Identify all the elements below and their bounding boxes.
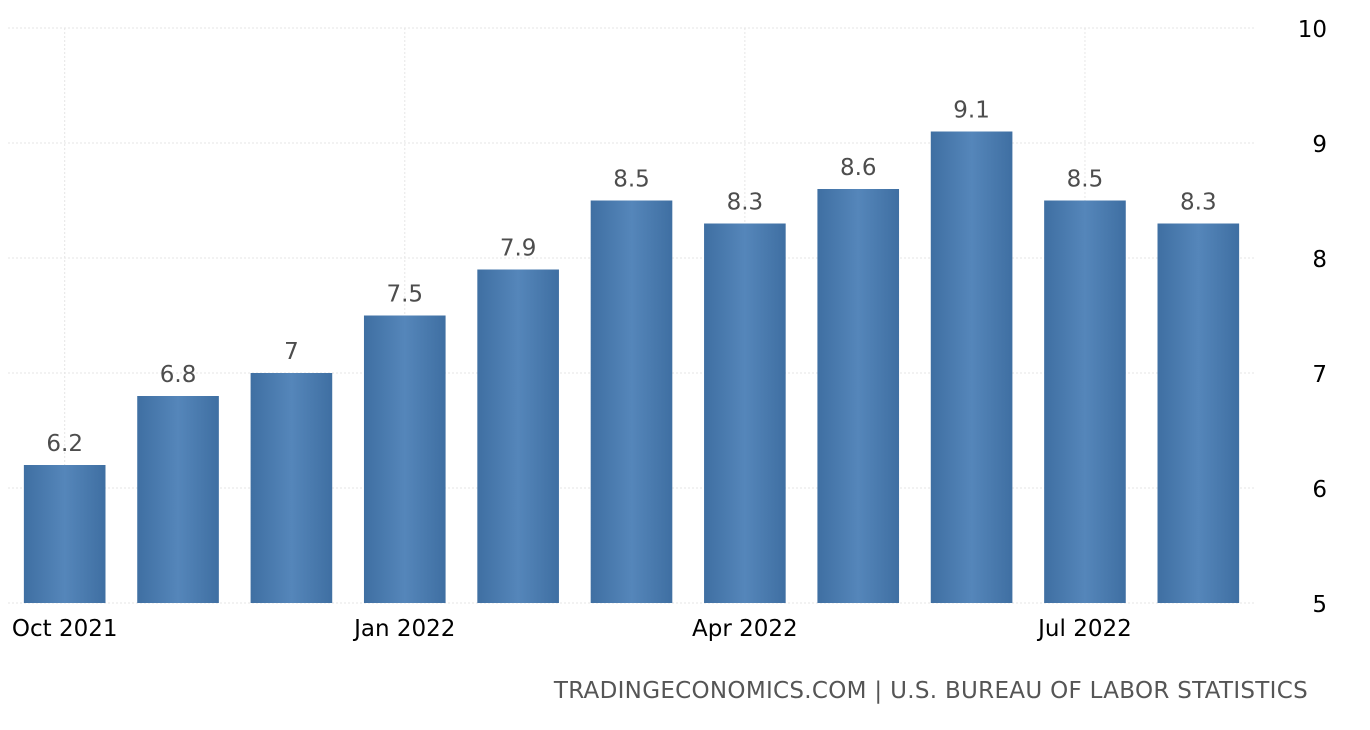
bar[interactable] (930, 131, 1013, 604)
bar-value-label: 7.9 (500, 236, 537, 262)
bar-value-label: 7.5 (386, 282, 423, 308)
y-tick-label: 5 (1312, 592, 1327, 618)
data-labels-layer: 6.2 6.8 7 7.5 7.9 8.5 8.3 8.6 9.1 8.5 8.3 (46, 98, 1216, 458)
y-tick-label: 9 (1312, 132, 1327, 158)
bar-value-label: 8.6 (840, 155, 877, 181)
bar[interactable] (137, 396, 219, 603)
x-tick-label: Jan 2022 (352, 616, 455, 642)
y-axis: 5 6 7 8 9 10 (1298, 17, 1327, 618)
bar[interactable] (363, 315, 446, 604)
y-tick-label: 10 (1298, 17, 1327, 43)
y-tick-label: 8 (1312, 247, 1327, 273)
bar[interactable] (590, 200, 673, 604)
source-attribution: TRADINGECONOMICS.COM | U.S. BUREAU OF LA… (553, 678, 1308, 704)
bar[interactable] (1044, 200, 1126, 604)
bar-value-label: 6.2 (46, 431, 83, 457)
bar[interactable] (23, 465, 106, 603)
bars-layer (23, 131, 1240, 604)
y-tick-label: 6 (1312, 477, 1327, 503)
bar[interactable] (250, 373, 333, 603)
bar[interactable] (1157, 223, 1240, 604)
bar-value-label: 8.3 (727, 190, 764, 216)
x-tick-label: Jul 2022 (1036, 616, 1132, 642)
x-tick-label: Oct 2021 (12, 616, 118, 642)
y-tick-label: 7 (1312, 362, 1327, 388)
bar[interactable] (477, 269, 559, 604)
bar-value-label: 8.5 (1067, 167, 1104, 193)
bar[interactable] (817, 189, 900, 603)
bar-value-label: 6.8 (160, 362, 197, 388)
x-tick-label: Apr 2022 (692, 616, 798, 642)
bar-value-label: 8.5 (613, 167, 650, 193)
x-axis: Oct 2021 Jan 2022 Apr 2022 Jul 2022 (12, 616, 1132, 642)
bar[interactable] (704, 223, 786, 604)
bar-value-label: 9.1 (953, 98, 990, 124)
bar-value-label: 7 (284, 339, 299, 365)
bar-value-label: 8.3 (1180, 190, 1217, 216)
